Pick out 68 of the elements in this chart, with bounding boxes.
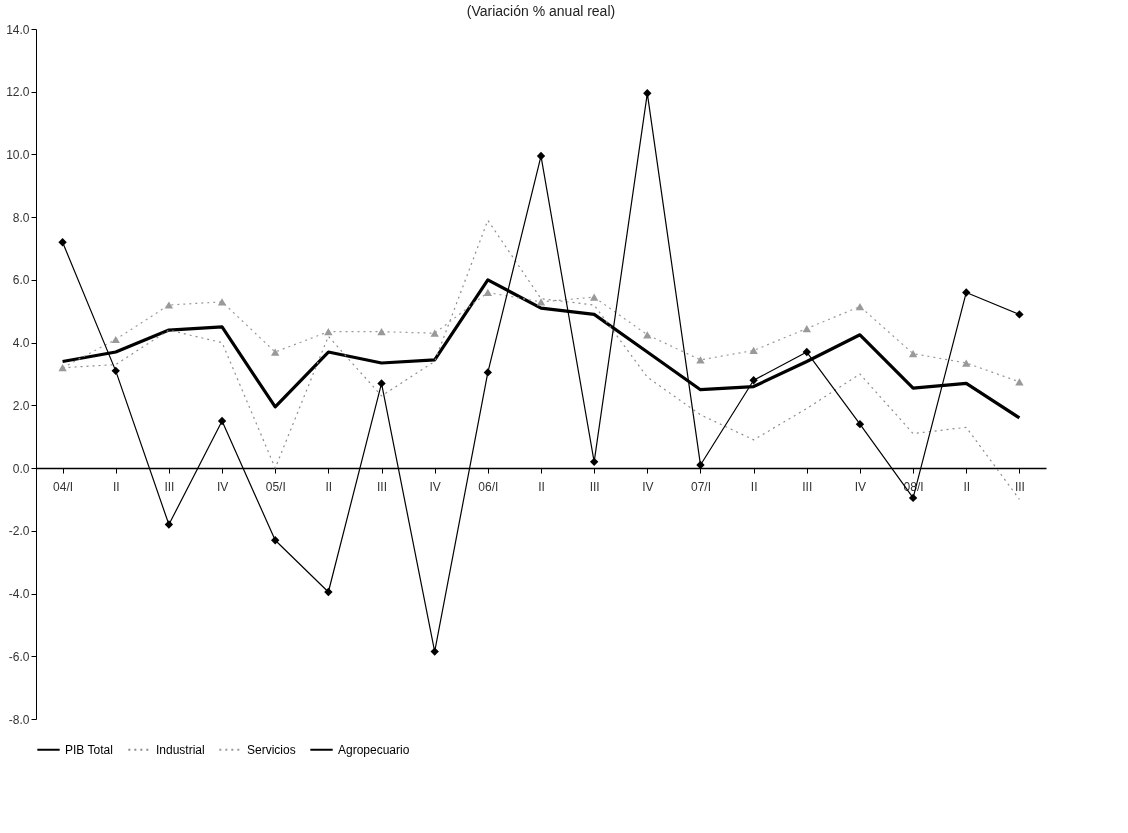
point [164, 520, 174, 529]
y-tick-label: -8.0 [8, 712, 30, 727]
x-tick-label: II [538, 479, 545, 494]
x-tick-label: III [589, 479, 600, 494]
x-tick-label: II [112, 479, 120, 494]
y-tick-label: 14.0 [6, 22, 30, 37]
point [111, 335, 120, 344]
point [908, 493, 918, 503]
point [696, 356, 705, 364]
x-tick-label: IV [429, 479, 441, 494]
point [962, 288, 971, 297]
point [483, 368, 493, 377]
y-tick-label: 0.0 [12, 461, 30, 476]
point [164, 301, 174, 309]
point [483, 288, 493, 297]
x-tick-label: 05/I [265, 479, 286, 494]
y-tick-label: 12.0 [6, 85, 30, 100]
point [377, 328, 386, 336]
point [271, 536, 280, 545]
y-tick-label: 6.0 [12, 273, 30, 288]
point [1015, 310, 1024, 319]
x-tick-label: IV [642, 479, 654, 494]
x-tick-label: III [1014, 479, 1025, 494]
point [430, 647, 439, 656]
point [855, 302, 865, 311]
point [749, 346, 758, 355]
x-tick-label: II [750, 479, 758, 494]
point [855, 420, 865, 429]
y-tick-label: 2.0 [12, 398, 30, 413]
point [324, 328, 333, 336]
point [217, 416, 227, 426]
x-tick-label: 04/I [53, 479, 74, 494]
point [589, 293, 599, 301]
x-tick-label: III [802, 479, 813, 494]
y-tick-label: -2.0 [8, 524, 30, 539]
point [962, 359, 971, 367]
point [58, 238, 67, 247]
x-tick-label: IV [854, 479, 867, 494]
legend-label: Agropecuario [338, 742, 410, 757]
chart-title: (Variación % anual real) [466, 3, 616, 19]
y-tick-label: -4.0 [8, 587, 30, 602]
y-tick-label: 4.0 [12, 336, 30, 351]
point [111, 366, 120, 376]
y-tick-label: 10.0 [6, 147, 30, 162]
legend-label: Servicios [247, 742, 296, 757]
point [324, 587, 333, 597]
point [802, 347, 811, 357]
y-tick-label: -6.0 [8, 649, 30, 664]
point [643, 331, 652, 339]
legend-label: PIB Total [65, 742, 113, 757]
x-tick-label: II [963, 479, 971, 494]
x-tick-label: 07/I [690, 479, 711, 494]
x-tick-label: 06/I [478, 479, 499, 494]
point [536, 151, 546, 161]
point [589, 457, 599, 466]
point [908, 349, 918, 358]
x-tick-label: III [164, 479, 175, 494]
point [430, 329, 439, 337]
y-tick-label: 8.0 [12, 210, 30, 225]
point [377, 379, 386, 388]
x-tick-label: III [377, 479, 388, 494]
point [749, 376, 758, 385]
point [643, 89, 652, 98]
point [271, 348, 280, 356]
point [802, 324, 811, 333]
legend-label: Industrial [156, 742, 205, 757]
x-tick-label: II [325, 479, 333, 494]
x-tick-label: IV [216, 479, 229, 494]
